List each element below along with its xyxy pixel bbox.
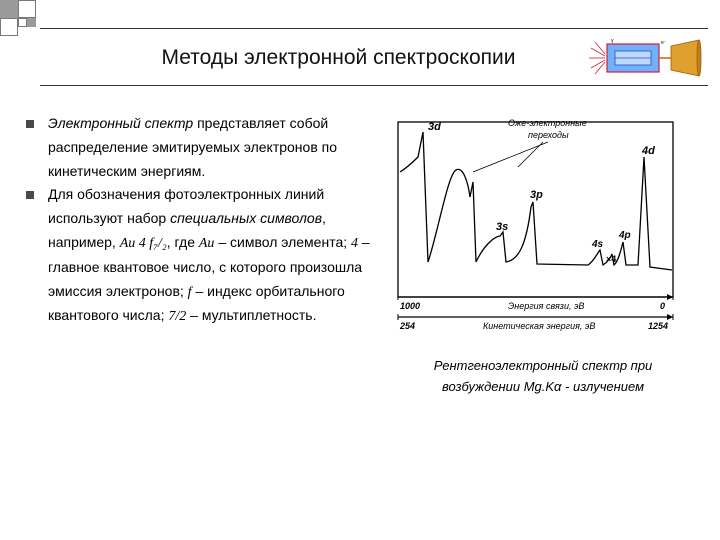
peak-x4: ×4 [606,254,616,264]
term-spectrum: Электронный спектр [48,115,193,131]
axis-top-label: Энергия связи, эВ [508,301,584,311]
bullet-2: Для обозначения фотоэлектронных линий ис… [24,183,374,329]
axis-bot-left: 254 [399,321,415,331]
peak-3d: 3d [428,121,441,133]
figure-caption: Рентгеноэлектронный спектр при возбужден… [378,356,708,398]
svg-text:e⁻: e⁻ [661,40,667,46]
axis-bot-right: 1254 [648,321,668,331]
bullet-1: Электронный спектр представляет собой ра… [24,112,374,183]
peak-3s: 3s [496,221,508,233]
peak-4d: 4d [641,145,655,157]
peak-4s: 4s [591,239,604,250]
instrument-diagram: γ e⁻ [587,36,702,80]
axis-bot-label: Кинетическая энергия, эВ [483,321,595,331]
slide-body: Электронный спектр представляет собой ра… [24,112,708,398]
page-title: Методы электронной спектроскопии [40,46,587,70]
peak-4p: 4p [618,230,631,241]
figure-column: Оже-электронные переходы 3d 3p 3s 4d 4p [374,112,708,398]
auger-annotation: Оже-электронные переходы [508,118,589,140]
axis-top-left: 1000 [400,301,420,311]
slide-header: Методы электронной спектроскопии γ e⁻ [40,28,708,86]
text-column: Электронный спектр представляет собой ра… [24,112,374,398]
svg-text:γ: γ [611,38,614,44]
peak-3p: 3p [530,189,543,201]
spectrum-chart: Оже-электронные переходы 3d 3p 3s 4d 4p [378,112,688,342]
axis-top-right: 0 [660,301,665,311]
